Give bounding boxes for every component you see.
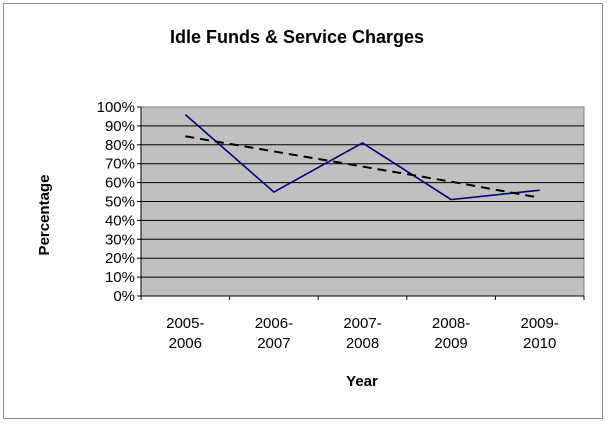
x-tick-label-line: 2006- xyxy=(255,315,293,332)
y-tick-label: 0% xyxy=(113,288,135,305)
x-tick-label-line: 2007- xyxy=(343,315,381,332)
x-tick-label-line: 2008- xyxy=(432,315,470,332)
x-axis-title: Year xyxy=(346,373,378,390)
y-axis-ticks: 0% 10% 20% 30% 40%50% 60% 70% 80% 90% 100% xyxy=(97,99,141,305)
series-layer xyxy=(184,113,540,201)
x-tick-label-line: 2008 xyxy=(346,335,379,352)
y-tick-label: 10% xyxy=(105,269,135,286)
y-tick-label: 80% xyxy=(105,137,135,154)
percentage-series-line xyxy=(184,113,540,201)
x-axis-ticks: 2005- 2006 2006- 2007 2007- 2008 2008- 2009 2009… xyxy=(140,296,585,352)
y-tick-label: 90% xyxy=(105,118,135,135)
chart-title: Idle Funds & Service Charges xyxy=(170,27,424,47)
y-tick-label: 60% xyxy=(105,175,135,192)
y-tick-label: 100% xyxy=(97,99,135,116)
x-tick-label: 2006- 2007 xyxy=(255,315,293,352)
y-tick-label: 70% xyxy=(105,156,135,173)
x-tick-label-line: 2009 xyxy=(434,335,467,352)
x-tick-label: 2008- 2009 xyxy=(432,315,470,352)
x-tick-label-line: 2009- xyxy=(521,315,559,332)
x-tick-label: 2009- 2010 xyxy=(521,315,559,352)
y-tick-label: 40% xyxy=(105,212,135,229)
y-tick-label: 20% xyxy=(105,250,135,267)
y-tick-label: 50% xyxy=(105,194,135,211)
x-tick-label: 2005- 2006 xyxy=(166,315,204,352)
y-tick-label: 30% xyxy=(105,231,135,248)
x-tick-label-line: 2006 xyxy=(169,335,202,352)
x-tick-label-line: 2010 xyxy=(523,335,556,352)
grid-lines xyxy=(140,107,584,297)
x-tick-label-line: 2007 xyxy=(257,335,290,352)
x-tick-label-line: 2005- xyxy=(166,315,204,332)
x-tick-label: 2007- 2008 xyxy=(343,315,381,352)
y-axis-title: Percentage xyxy=(36,175,53,256)
